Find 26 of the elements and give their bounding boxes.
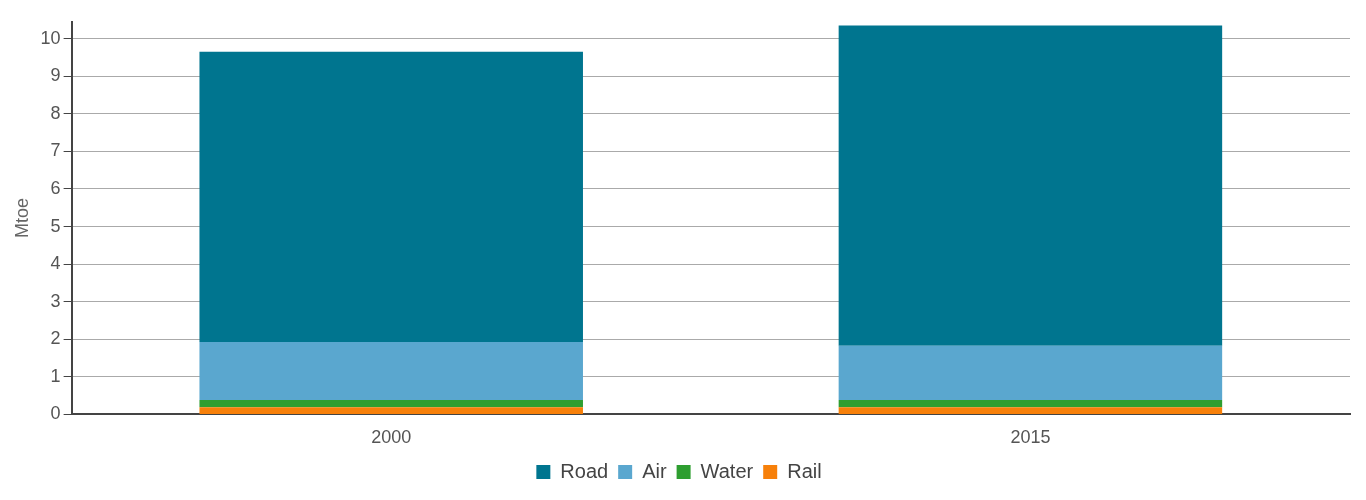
- y-axis-title: Mtoe: [11, 198, 32, 239]
- y-tick-label: 8: [50, 102, 61, 123]
- y-tick-label: 9: [50, 65, 61, 86]
- y-tick-label: 10: [40, 27, 61, 48]
- x-tick-label: 2000: [371, 427, 412, 448]
- y-tick-label: 7: [50, 140, 61, 161]
- bar: [199, 407, 583, 414]
- legend-label: Air: [642, 459, 667, 482]
- bar: [199, 51, 583, 342]
- bar: [838, 345, 1223, 401]
- y-tick-label: 6: [50, 177, 61, 198]
- y-tick-label: 3: [50, 290, 61, 311]
- bar: [199, 400, 583, 408]
- y-tick-label: 4: [50, 253, 61, 274]
- y-tick-label: 5: [50, 215, 61, 236]
- y-tick-label: 2: [50, 328, 61, 349]
- bar: [838, 407, 1223, 414]
- legend-label: Water: [700, 459, 754, 482]
- bar: [838, 25, 1223, 346]
- legend-label: Rail: [787, 459, 822, 482]
- legend-label: Road: [560, 459, 609, 482]
- y-tick-label: 0: [50, 403, 61, 424]
- x-tick-label: 2015: [1010, 427, 1051, 448]
- bar: [838, 400, 1223, 408]
- y-tick-label: 1: [50, 365, 61, 386]
- bar: [199, 341, 583, 401]
